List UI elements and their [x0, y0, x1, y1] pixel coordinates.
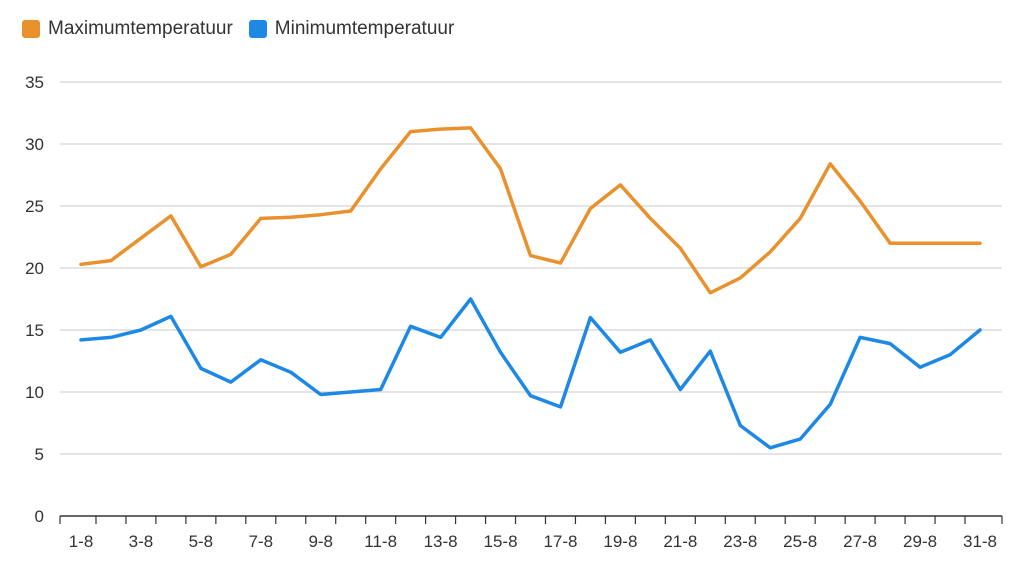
y-tick-label: 10	[25, 383, 44, 402]
x-axis: 1-8 3-8 5-8 7-8 9-8 11-8 13-8 15-8 17-8 19-8 21-8 2…	[59, 515, 1003, 551]
x-tick-label: 27-8	[843, 532, 877, 551]
legend-swatch-max	[22, 20, 40, 38]
series-line-max[interactable]	[79, 126, 982, 295]
y-tick-label: 25	[25, 197, 44, 216]
x-tick-label: 7-8	[249, 532, 274, 551]
x-tick-label: 15-8	[484, 532, 518, 551]
legend-item-max[interactable]: Maximumtemperatuur	[22, 18, 233, 40]
x-tick-label: 23-8	[723, 532, 757, 551]
y-tick-label: 30	[25, 135, 44, 154]
x-tick-label: 21-8	[663, 532, 697, 551]
series-line-min[interactable]	[79, 297, 982, 450]
x-tick-label: 3-8	[129, 532, 154, 551]
y-axis: 0 5 10 15 20 25 30 35	[25, 73, 44, 526]
legend: Maximumtemperatuur Minimumtemperatuur	[22, 18, 454, 40]
y-tick-label: 0	[35, 507, 44, 526]
legend-label-max: Maximumtemperatuur	[48, 18, 233, 39]
x-tick-label: 11-8	[364, 532, 397, 551]
gridlines	[60, 81, 1002, 455]
x-tick-label: 1-8	[69, 532, 94, 551]
legend-label-min: Minimumtemperatuur	[274, 18, 455, 39]
legend-item-min[interactable]: Minimumtemperatuur	[248, 18, 455, 40]
x-tick-label: 19-8	[603, 532, 637, 551]
series-lines	[79, 126, 982, 450]
x-tick-label: 5-8	[189, 532, 214, 551]
x-tick-label: 29-8	[903, 532, 937, 551]
x-tick-label: 25-8	[783, 532, 817, 551]
y-tick-label: 5	[35, 445, 44, 464]
x-tick-label: 17-8	[543, 532, 577, 551]
x-tick-label: 31-8	[963, 532, 997, 551]
x-tick-label: 13-8	[424, 532, 458, 551]
y-tick-label: 15	[25, 321, 44, 340]
x-tick-label: 9-8	[308, 532, 333, 551]
legend-swatch-min	[248, 20, 267, 38]
y-tick-label: 35	[25, 73, 44, 92]
y-tick-label: 20	[25, 259, 44, 278]
